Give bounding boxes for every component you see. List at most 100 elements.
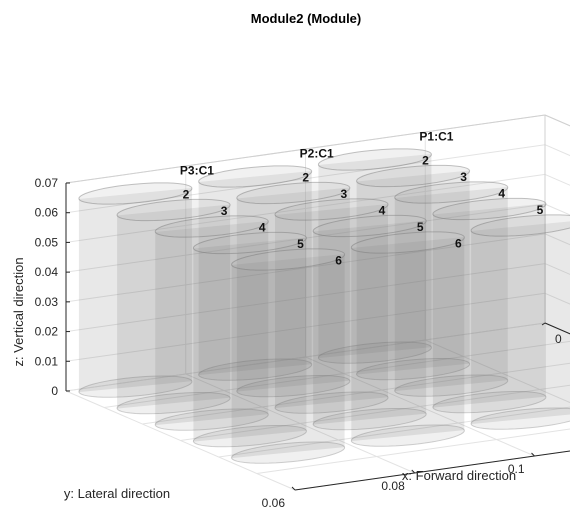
cylinder-top — [394, 181, 509, 204]
cylinder-bottom — [231, 441, 346, 464]
cylinder-bottom — [317, 341, 432, 364]
y-tick — [531, 452, 535, 457]
cylinder-top — [192, 231, 307, 255]
cylinder-bottom — [192, 424, 307, 448]
cylinder-bottom — [198, 358, 313, 381]
cylinder-top — [154, 215, 269, 238]
cell-label: 2 — [422, 154, 429, 168]
cylinder-top — [312, 214, 427, 238]
cell-label: 5 — [537, 203, 544, 217]
cell-label: 6 — [335, 254, 342, 268]
group-label: P2:C1 — [300, 147, 334, 161]
z-tick-label: 0.07 — [35, 176, 59, 190]
cylinder-body — [432, 203, 546, 408]
cylinder-bottom — [78, 375, 193, 398]
cell-cylinder — [317, 148, 432, 364]
gridline-floor-y — [185, 373, 415, 474]
cylinder-body — [198, 171, 312, 376]
cylinder-bottom — [356, 357, 471, 381]
cylinder-bottom — [470, 407, 570, 430]
cylinder-body — [236, 187, 350, 392]
cell-label: 6 — [455, 237, 462, 251]
chart-title: Module2 (Module) — [251, 11, 362, 26]
y-axis-label: y: Lateral direction — [64, 486, 170, 501]
cylinder-body — [471, 221, 570, 425]
cylinder-top — [356, 164, 471, 188]
cylinder-body — [318, 154, 432, 359]
cell-cylinder — [470, 214, 570, 430]
cylinder-body — [351, 237, 465, 442]
cylinder-bottom — [350, 424, 465, 447]
cylinder-top — [274, 198, 389, 221]
cylinder-body — [394, 187, 508, 392]
cylinder-body — [117, 204, 231, 409]
gridline-z-right — [544, 114, 570, 127]
cylinder-body — [231, 254, 345, 459]
cell-cylinder — [356, 164, 471, 381]
cylinder-bottom — [116, 391, 231, 415]
cell-label: 5 — [417, 220, 424, 234]
cell-cylinder — [116, 198, 231, 415]
y-tick — [411, 469, 416, 474]
cell-label: 4 — [259, 221, 266, 235]
cylinder-body — [193, 237, 307, 442]
cell-cylinder — [236, 181, 351, 398]
z-tick-label: 0.03 — [35, 295, 59, 309]
cylinder-top — [350, 231, 465, 254]
cell-cylinder — [312, 214, 427, 431]
cylinder-top — [470, 214, 570, 237]
z-tick-label: 0.05 — [35, 235, 59, 249]
z-axis-label: z: Vertical direction — [11, 257, 26, 366]
cylinder-top — [116, 198, 231, 222]
cell-label: 2 — [302, 171, 309, 185]
cell-label: 3 — [221, 204, 228, 218]
cylinder-top — [236, 181, 351, 205]
z-tick-label: 0.06 — [35, 206, 59, 220]
group-label: P1:C1 — [419, 130, 453, 144]
cell-label: 2 — [183, 188, 190, 202]
cell-cylinder — [432, 197, 547, 414]
axes-layer: 0 0.01 0.02 0.03 0.04 0.05 0.06 0.07 0.06 0.08 0.1… — [35, 176, 570, 510]
cell-cylinder — [78, 182, 193, 398]
cylinder-body — [155, 221, 269, 426]
cell-label: 3 — [340, 187, 347, 201]
cell-cylinder — [192, 231, 307, 448]
cylinder-bottom — [312, 407, 427, 431]
cell-label: 4 — [498, 187, 505, 201]
cylinder-body — [313, 220, 427, 425]
cell-cylinder — [154, 215, 269, 431]
cylinder-bottom — [154, 408, 269, 431]
cylinder-body — [78, 188, 192, 393]
cylinder-top — [231, 248, 346, 271]
x-tick-label: 0 — [555, 332, 562, 346]
cell-cylinder — [274, 198, 389, 414]
cell-label: 3 — [460, 170, 467, 184]
cylinder-bottom — [394, 374, 509, 397]
cell-label: 4 — [379, 204, 386, 218]
cylinder-top — [317, 148, 432, 171]
x-axis-label: x: Forward direction — [402, 468, 516, 483]
group-label: P3:C1 — [180, 164, 214, 178]
box-edge — [65, 114, 546, 184]
cell-label: 5 — [297, 237, 304, 251]
cylinder-top — [198, 165, 313, 188]
gridline-floor-y — [65, 390, 296, 491]
x-tick — [541, 322, 546, 326]
z-tick-label: 0.04 — [35, 265, 59, 279]
cell-cylinder — [394, 181, 509, 397]
y-tick-label: 0.08 — [381, 479, 405, 493]
y-tick — [291, 486, 296, 491]
cylinder-top — [78, 182, 193, 205]
cylinder-bottom — [432, 390, 547, 414]
z-tick-label: 0.02 — [35, 325, 59, 339]
cylinder-top — [432, 197, 547, 221]
cylinder-bottom — [236, 374, 351, 398]
back-planes — [65, 114, 570, 491]
y-tick-label: 0.06 — [262, 496, 286, 510]
cell-cylinder — [350, 231, 465, 447]
z-tick-label: 0 — [51, 384, 58, 398]
cell-cylinder — [231, 248, 346, 464]
z-tick-label: 0.01 — [35, 354, 59, 368]
